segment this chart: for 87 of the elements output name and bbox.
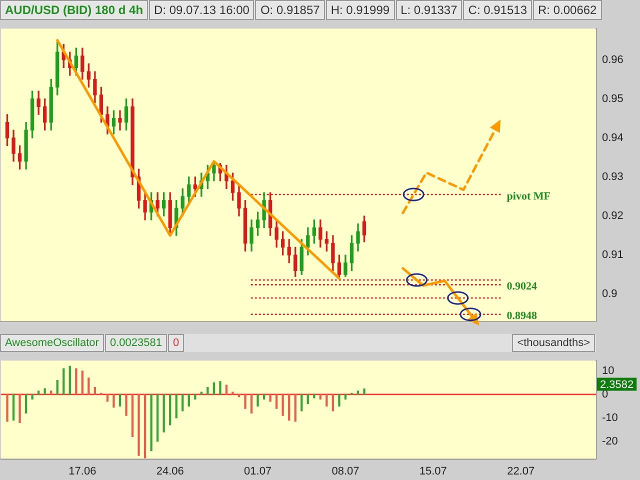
x-tick-label: 22.07 [507,465,535,478]
x-tick-label: 08.07 [332,465,360,478]
bar [363,388,366,395]
bar [332,394,334,412]
bar [106,394,109,402]
bar [300,394,303,412]
text: <thousandths> [512,334,595,352]
text: 0 [168,334,184,352]
bar [138,394,140,456]
bar [232,392,234,395]
bar [294,394,296,422]
bar [250,394,253,414]
text: D: 09.07.13 16:00 [149,0,254,20]
bar [288,394,290,421]
y-tick-label: 10 [602,364,614,377]
y-tick-label: -10 [602,412,618,424]
bar [175,394,178,418]
bar [150,394,152,452]
bar [112,394,115,408]
bar [131,394,134,438]
chart-title: AwesomeOscillator [0,334,104,352]
bar [50,390,52,395]
x-tick-label: 24.06 [156,465,184,478]
bar [319,394,322,400]
y-tick-label: 0.93 [602,170,624,183]
bar [344,394,347,400]
bar [162,394,165,432]
bar [156,394,159,442]
bar [225,384,228,395]
text: O: 0.91857 [255,0,325,20]
bar [68,366,71,395]
bar [212,382,216,395]
bar [31,394,34,400]
x-tick-label: 17.06 [68,465,96,478]
y-tick-label: 0.91 [602,249,624,262]
bar [125,394,128,416]
bar [6,394,8,422]
bar [118,394,122,407]
bar [200,392,202,395]
chart-title: AUD/USD (BID) 180 d 4h [0,0,148,20]
bar [276,394,278,409]
x-tick-label: 01.07 [244,465,272,478]
bar [194,394,196,400]
bar [269,394,272,402]
text: R: 0.00662 [533,0,602,20]
bar [238,394,240,398]
bar [206,387,209,395]
ref-line-label: 0.9024 [506,280,538,293]
bar [44,388,46,395]
bar [169,394,172,426]
ref-line-label: 0.8948 [506,310,538,322]
bar [219,381,222,395]
bar [244,394,246,409]
y-tick-label: -20 [602,435,618,448]
bar [88,378,90,395]
text: L: 0.91337 [396,0,462,20]
y-tick-label: 0.9 [602,288,618,300]
bar [56,380,58,395]
bar [182,394,184,412]
y-tick-label: 0.96 [602,54,624,66]
bar [94,387,96,395]
bar [306,394,309,404]
bar [356,390,360,395]
bar [38,390,40,395]
bar [313,394,316,398]
text: H: 0.91999 [326,0,395,20]
y-tick-label: 0.94 [602,132,624,144]
bar [12,394,15,421]
ref-line-label: pivot MF [506,190,551,202]
bar [282,394,284,416]
bar [256,394,259,407]
bar [24,394,28,414]
y-tick-label: 0.95 [602,92,624,105]
bar [18,394,21,423]
text: 0.0023581 [104,334,167,352]
text: 2.3582 [600,378,634,391]
y-tick-label: 0.92 [602,210,624,222]
bar [75,368,78,395]
bar [338,394,340,407]
bar [188,394,190,407]
bar [262,394,266,400]
bar [144,394,146,458]
x-tick-label: 15.07 [419,465,447,478]
bar [81,370,84,395]
bar [62,368,65,395]
bar [326,394,328,407]
text: C: 0.91513 [463,0,532,20]
